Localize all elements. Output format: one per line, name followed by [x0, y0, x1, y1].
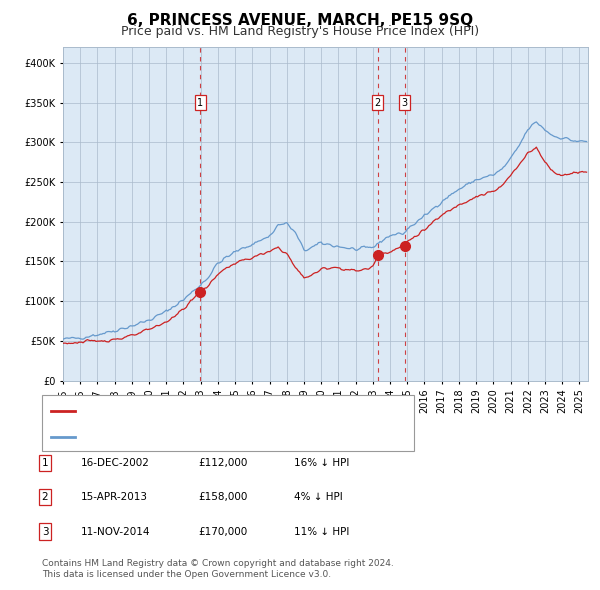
Text: 11% ↓ HPI: 11% ↓ HPI [294, 527, 349, 536]
Text: 16-DEC-2002: 16-DEC-2002 [81, 458, 150, 468]
Text: 3: 3 [402, 98, 408, 108]
Text: 15-APR-2013: 15-APR-2013 [81, 493, 148, 502]
Text: 2: 2 [41, 493, 49, 502]
Text: HPI: Average price, detached house, Fenland: HPI: Average price, detached house, Fenl… [79, 432, 313, 442]
Text: 6, PRINCESS AVENUE, MARCH, PE15 9SQ: 6, PRINCESS AVENUE, MARCH, PE15 9SQ [127, 13, 473, 28]
Text: £158,000: £158,000 [198, 493, 247, 502]
Text: 6, PRINCESS AVENUE, MARCH, PE15 9SQ (detached house): 6, PRINCESS AVENUE, MARCH, PE15 9SQ (det… [79, 406, 385, 416]
Text: 1: 1 [197, 98, 203, 108]
Text: 3: 3 [41, 527, 49, 536]
Text: 11-NOV-2014: 11-NOV-2014 [81, 527, 151, 536]
Text: This data is licensed under the Open Government Licence v3.0.: This data is licensed under the Open Gov… [42, 571, 331, 579]
Text: 4% ↓ HPI: 4% ↓ HPI [294, 493, 343, 502]
Text: £112,000: £112,000 [198, 458, 247, 468]
Text: 1: 1 [41, 458, 49, 468]
Text: 16% ↓ HPI: 16% ↓ HPI [294, 458, 349, 468]
Text: Contains HM Land Registry data © Crown copyright and database right 2024.: Contains HM Land Registry data © Crown c… [42, 559, 394, 568]
Text: 2: 2 [375, 98, 381, 108]
Text: £170,000: £170,000 [198, 527, 247, 536]
Text: Price paid vs. HM Land Registry's House Price Index (HPI): Price paid vs. HM Land Registry's House … [121, 25, 479, 38]
